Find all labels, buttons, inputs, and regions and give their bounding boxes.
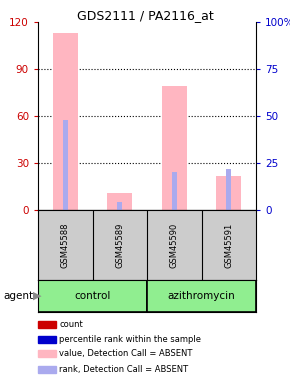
Text: GSM45589: GSM45589 bbox=[115, 222, 124, 268]
Bar bbox=[226, 169, 231, 210]
Text: rank, Detection Call = ABSENT: rank, Detection Call = ABSENT bbox=[59, 365, 188, 374]
Bar bbox=[38, 351, 56, 357]
Bar bbox=[147, 280, 256, 312]
Text: azithromycin: azithromycin bbox=[168, 291, 235, 301]
Bar bbox=[171, 172, 177, 210]
Text: GSM45588: GSM45588 bbox=[61, 222, 70, 268]
Text: GSM45590: GSM45590 bbox=[170, 222, 179, 268]
Text: GDS2111 / PA2116_at: GDS2111 / PA2116_at bbox=[77, 9, 213, 22]
Bar bbox=[38, 321, 56, 328]
Text: ▶: ▶ bbox=[33, 291, 42, 301]
Text: agent: agent bbox=[3, 291, 33, 301]
Bar bbox=[108, 193, 132, 210]
Text: count: count bbox=[59, 320, 83, 329]
Bar bbox=[38, 366, 56, 373]
Text: percentile rank within the sample: percentile rank within the sample bbox=[59, 334, 201, 344]
Bar bbox=[63, 120, 68, 210]
Bar bbox=[38, 336, 56, 342]
Text: control: control bbox=[74, 291, 111, 301]
Bar bbox=[117, 202, 122, 210]
Text: GSM45591: GSM45591 bbox=[224, 222, 233, 268]
Text: value, Detection Call = ABSENT: value, Detection Call = ABSENT bbox=[59, 350, 193, 358]
Bar bbox=[162, 86, 186, 210]
Bar bbox=[53, 33, 77, 210]
Bar bbox=[217, 176, 241, 210]
Bar bbox=[38, 280, 147, 312]
